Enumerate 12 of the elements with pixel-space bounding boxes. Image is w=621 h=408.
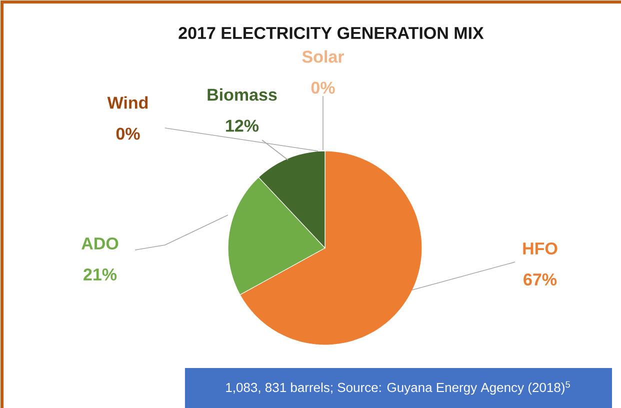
slice-label: Biomass <box>208 88 277 101</box>
text: 1,083, 831 barrels; Source: Guyana Energy Agency (2018)$^{5}$ <box>226 381 570 395</box>
text: 0% <box>116 128 140 140</box>
category-label: Wind <box>107 96 148 109</box>
category-label: Solar <box>302 50 344 63</box>
data-label: 21% <box>84 268 117 280</box>
data-label: 12% <box>226 120 259 132</box>
data-label: 67% <box>524 273 557 286</box>
chart-title: 2017 ELECTRICITY GENERATION MIX <box>178 26 484 40</box>
text: 0% <box>311 82 335 94</box>
slice-label: ADO <box>82 237 118 250</box>
slice-label: HFO <box>523 242 558 255</box>
